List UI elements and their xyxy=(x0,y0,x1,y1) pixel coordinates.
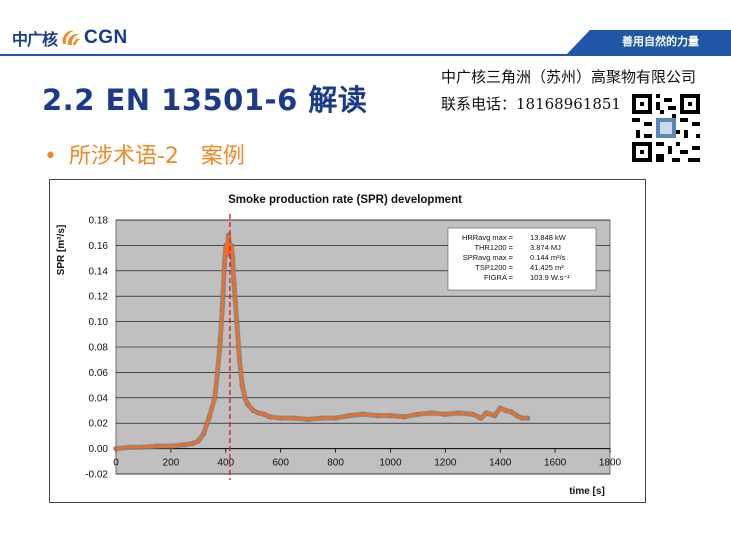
chart-title: Smoke production rate (SPR) development xyxy=(228,194,462,206)
y-tick-label: 0.06 xyxy=(89,368,109,379)
y-tick-label: 0.10 xyxy=(89,317,109,328)
y-axis-label: SPR [m²/s] xyxy=(56,225,67,276)
x-tick-label: 800 xyxy=(327,458,344,469)
company-name: 中广核三角洲（苏州）高聚物有限公司 xyxy=(441,68,697,86)
bullet-text: 所涉术语-2 案例 xyxy=(68,144,245,169)
stat-label: TSP1200 = xyxy=(475,263,513,272)
spr-line xyxy=(115,234,528,450)
qr-code-icon[interactable] xyxy=(632,94,700,162)
y-tick-label: 0.14 xyxy=(89,266,109,277)
stat-value: 41.425 m² xyxy=(530,263,564,272)
contact-phone: 联系电话：18168961851 xyxy=(441,95,621,113)
stat-value: 3.874 MJ xyxy=(530,243,561,252)
bullet-dot-icon: • xyxy=(44,144,57,169)
y-tick-label: 0.00 xyxy=(89,444,109,455)
y-tick-label: 0.18 xyxy=(89,216,109,227)
x-tick-label: 1600 xyxy=(544,458,567,469)
stat-value: 13.848 kW xyxy=(530,233,567,242)
x-tick-label: 1400 xyxy=(489,458,512,469)
y-tick-label: -0.02 xyxy=(85,470,108,481)
x-tick-label: 1200 xyxy=(434,458,457,469)
stat-label: THR1200 = xyxy=(474,243,513,252)
stat-label: HRRavg max = xyxy=(462,233,514,242)
stat-value: 103.9 W.s⁻¹ xyxy=(530,273,570,282)
stat-label: FIGRA = xyxy=(484,273,514,282)
chart-frame: Smoke production rate (SPR) development … xyxy=(49,179,646,503)
company-logo: 中广核 CGN xyxy=(12,27,128,49)
spr-chart: Smoke production rate (SPR) development … xyxy=(56,194,622,497)
slide-title: 2.2 EN 13501-6 解读 xyxy=(42,83,368,117)
cgn-atom-icon xyxy=(62,30,82,45)
y-tick-label: 0.02 xyxy=(89,419,109,430)
y-tick-label: 0.12 xyxy=(89,292,109,303)
stats-box xyxy=(447,227,597,291)
x-tick-label: 1800 xyxy=(599,458,622,469)
y-tick-label: 0.04 xyxy=(89,393,109,404)
logo-english-text: CGN xyxy=(84,27,128,48)
stat-value: 0.144 m²/s xyxy=(530,253,566,262)
bullet-item: • 所涉术语-2 案例 xyxy=(44,138,245,170)
x-tick-label: 600 xyxy=(272,458,289,469)
header-divider xyxy=(0,54,731,56)
x-tick-label: 200 xyxy=(163,458,180,469)
x-tick-label: 1000 xyxy=(379,458,402,469)
slogan-banner xyxy=(567,30,731,54)
y-tick-label: 0.08 xyxy=(89,343,109,354)
x-tick-label: 400 xyxy=(217,458,234,469)
y-tick-label: 0.16 xyxy=(89,241,109,252)
x-axis-label: time [s] xyxy=(569,486,605,497)
slogan-text: 善用自然的力量 xyxy=(622,35,699,48)
x-tick-label: 0 xyxy=(113,458,119,469)
logo-chinese-text: 中广核 xyxy=(12,30,58,49)
stat-label: SPRavg max = xyxy=(463,253,514,262)
